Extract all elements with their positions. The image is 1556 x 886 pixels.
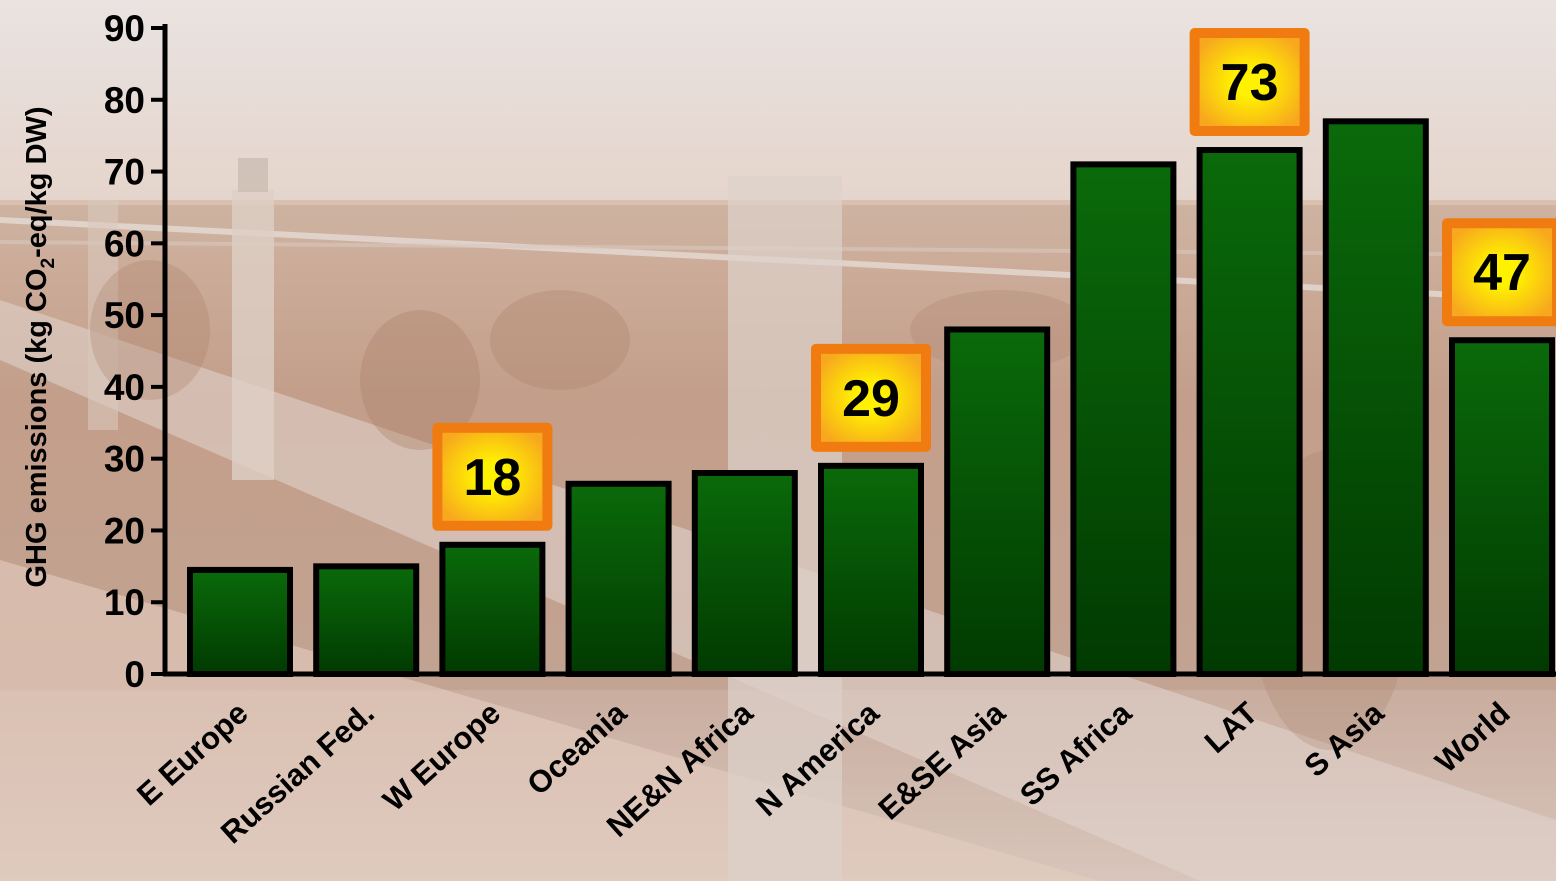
bar-ne-n-africa [691, 470, 798, 677]
callout-value: 29 [842, 370, 900, 428]
y-tick-label: 30 [104, 439, 145, 480]
callout-fill [1452, 228, 1552, 317]
callout-n-america: 29 [811, 343, 931, 452]
y-tick-label: 40 [104, 367, 145, 408]
y-axis-title: GHG emissions (kg CO2-eq/kg DW) [21, 106, 59, 587]
bar-s-asia [1322, 118, 1429, 678]
y-tick-label: 80 [104, 80, 145, 121]
bar-ss-africa [1070, 161, 1177, 677]
bar-e-europe [187, 566, 293, 678]
callout-w-europe: 18 [432, 422, 553, 531]
callout-value: 73 [1221, 54, 1279, 112]
y-tick-label: 90 [104, 8, 145, 49]
callout-world: 47 [1442, 218, 1556, 327]
bar-n-america [818, 462, 924, 677]
bars [187, 118, 1555, 678]
bar-lat [1196, 147, 1303, 677]
y-tick-label: 0 [124, 654, 145, 695]
y-tick-label: 10 [104, 582, 145, 623]
bar-russian-fed- [313, 563, 420, 677]
callout-fill [442, 432, 543, 521]
y-tick-label: 60 [104, 223, 145, 264]
callout-fill [821, 353, 921, 442]
callout-value: 47 [1473, 244, 1531, 302]
value-callouts: 18 29 73 47 [432, 28, 1556, 531]
y-tick-label: 70 [104, 152, 145, 193]
y-tick-label: 50 [104, 295, 145, 336]
callout-value: 18 [463, 449, 521, 507]
callout-lat: 73 [1189, 28, 1310, 137]
bar-world [1449, 337, 1555, 677]
callout-fill [1199, 38, 1300, 127]
bar-e-se-asia [944, 326, 1051, 677]
bar-w-europe [439, 541, 546, 677]
y-tick-label: 20 [104, 510, 145, 551]
bar-oceania [565, 480, 672, 677]
